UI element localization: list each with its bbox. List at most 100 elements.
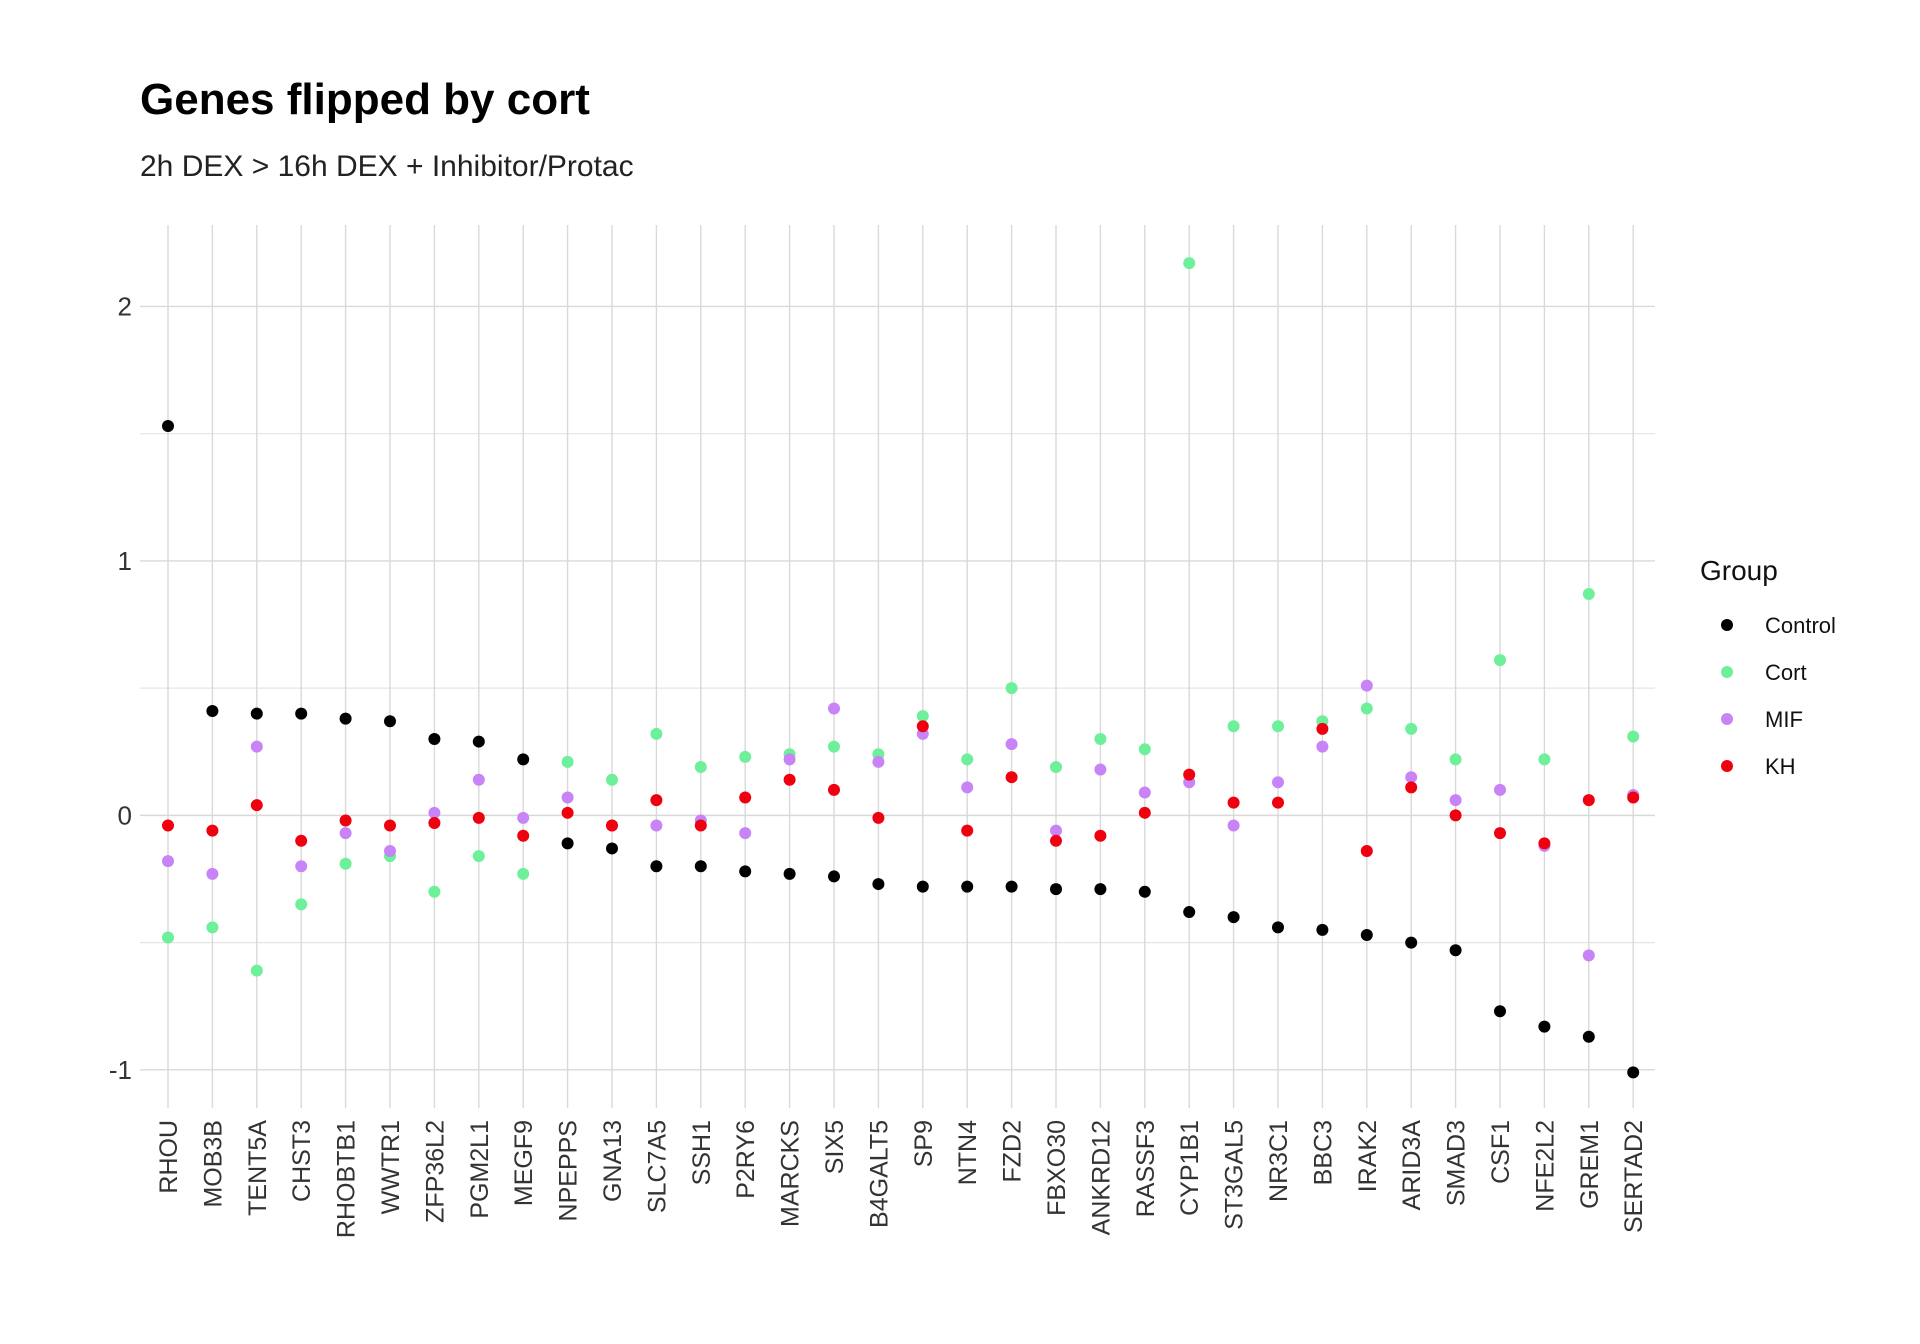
data-point	[1494, 654, 1506, 667]
x-tick-label: ANKRD12	[1087, 1120, 1115, 1235]
data-point	[250, 707, 263, 720]
data-point	[1227, 720, 1240, 733]
data-point	[384, 715, 396, 728]
data-point	[339, 827, 352, 840]
data-point	[1272, 720, 1284, 733]
data-point	[1094, 763, 1107, 776]
data-point	[1360, 702, 1373, 715]
data-point	[606, 819, 618, 832]
data-point	[250, 799, 263, 812]
x-tick-label: P2RY6	[732, 1120, 760, 1199]
legend-label: Cort	[1765, 660, 1807, 685]
legend-key-kh	[1721, 760, 1733, 772]
data-point	[472, 735, 485, 748]
data-point	[472, 773, 485, 786]
data-point	[650, 794, 663, 807]
data-point	[1582, 794, 1595, 807]
data-point	[1183, 257, 1196, 270]
data-point	[206, 824, 219, 837]
chart-title: Genes flipped by cort	[140, 75, 590, 124]
data-point	[828, 740, 840, 753]
data-point	[828, 870, 840, 883]
series-control	[162, 420, 1640, 1079]
legend-label: MIF	[1765, 707, 1803, 732]
grid	[140, 225, 1655, 1108]
data-point	[295, 860, 308, 873]
data-point	[339, 712, 352, 725]
data-point	[783, 867, 796, 880]
y-tick-label: 2	[118, 291, 132, 321]
x-tick-label: WWTR1	[377, 1120, 405, 1214]
data-point	[1538, 837, 1551, 850]
data-point	[561, 837, 574, 850]
data-point	[1227, 796, 1240, 809]
data-point	[916, 720, 929, 733]
y-tick-label: -1	[109, 1055, 132, 1085]
data-point	[250, 740, 263, 753]
data-point	[1050, 761, 1062, 774]
data-point	[1405, 781, 1418, 794]
data-point	[206, 705, 219, 718]
data-point	[606, 773, 618, 786]
data-point	[517, 811, 530, 824]
data-point	[783, 753, 796, 766]
x-tick-label: BBC3	[1309, 1120, 1337, 1185]
data-point	[739, 750, 752, 763]
data-point	[961, 880, 974, 893]
data-point	[517, 867, 530, 880]
x-tick-label: CYP1B1	[1176, 1120, 1204, 1216]
data-point	[428, 733, 441, 746]
y-axis-ticks: -1 0 1 2	[109, 291, 132, 1084]
data-point	[1138, 786, 1151, 799]
data-point	[295, 834, 308, 847]
x-tick-label: TENT5A	[244, 1120, 272, 1216]
data-point	[428, 885, 441, 898]
data-point	[561, 806, 574, 819]
series-cort	[162, 257, 1640, 977]
data-point	[694, 761, 707, 774]
x-tick-label: FBXO30	[1043, 1120, 1071, 1216]
legend-key-mif	[1721, 713, 1733, 725]
x-tick-label: NR3C1	[1265, 1120, 1293, 1202]
legend-key-control	[1721, 619, 1733, 631]
data-point	[1005, 738, 1018, 751]
legend: Group Control Cort MIF KH	[1700, 555, 1836, 779]
data-point	[650, 727, 663, 740]
data-point	[1449, 809, 1462, 822]
data-point	[1405, 722, 1418, 735]
data-point	[1183, 906, 1196, 919]
data-point	[1138, 806, 1151, 819]
data-point	[384, 819, 396, 832]
data-point	[1094, 733, 1107, 746]
data-point	[517, 753, 530, 766]
data-point	[384, 844, 396, 857]
data-point	[650, 819, 663, 832]
data-point	[828, 783, 840, 796]
data-point	[961, 824, 974, 837]
data-point	[517, 829, 530, 842]
data-point	[1494, 827, 1506, 840]
data-point	[339, 814, 352, 827]
x-tick-label: MOB3B	[199, 1120, 227, 1208]
x-tick-label: MEGF9	[510, 1120, 538, 1206]
x-tick-label: NPEPPS	[555, 1120, 583, 1221]
x-tick-label: SLC7A5	[643, 1120, 671, 1213]
x-tick-label: SP9	[910, 1120, 938, 1167]
data-point	[1183, 768, 1196, 781]
data-point	[1627, 730, 1640, 743]
chart-subtitle: 2h DEX > 16h DEX + Inhibitor/Protac	[140, 150, 634, 183]
x-tick-label: ZFP36L2	[421, 1120, 449, 1223]
legend-key-cort	[1721, 666, 1733, 678]
data-point	[206, 867, 219, 880]
legend-label: KH	[1765, 754, 1796, 779]
x-tick-label: RASSF3	[1132, 1120, 1160, 1217]
x-tick-label: NFE2L2	[1531, 1120, 1559, 1212]
x-tick-label: SERTAD2	[1620, 1120, 1648, 1233]
data-point	[1316, 740, 1329, 753]
x-tick-label: RHOU	[155, 1120, 183, 1194]
data-point	[872, 878, 885, 891]
data-point	[916, 880, 929, 893]
x-tick-label: IRAK2	[1354, 1120, 1382, 1192]
data-point	[1050, 883, 1062, 896]
